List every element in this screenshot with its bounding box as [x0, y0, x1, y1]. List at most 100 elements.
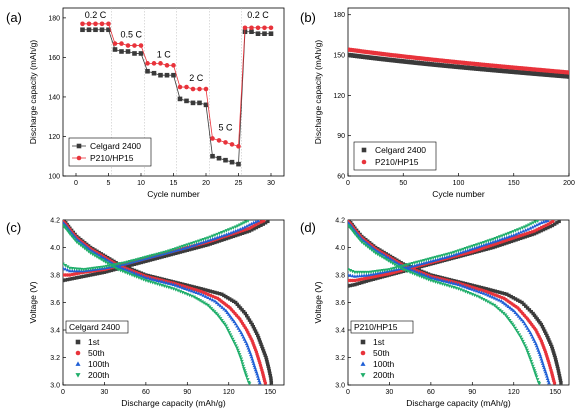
data-point — [231, 299, 236, 304]
data-point — [438, 254, 442, 259]
data-point — [417, 274, 422, 278]
data-point — [463, 281, 468, 286]
data-point — [210, 153, 215, 159]
data-point — [197, 100, 202, 106]
data-point — [519, 337, 524, 342]
data-point — [545, 374, 549, 378]
data-point — [226, 296, 230, 300]
data-point — [139, 277, 144, 281]
data-point — [503, 313, 508, 317]
data-point — [472, 244, 477, 248]
data-point — [242, 221, 246, 225]
data-point — [233, 229, 238, 233]
data-point — [242, 225, 247, 229]
data-point — [236, 228, 240, 232]
data-point — [268, 374, 273, 378]
data-point — [534, 375, 539, 379]
data-point — [408, 262, 413, 266]
data-point — [157, 255, 162, 260]
legend-title: Celgard 2400 — [69, 322, 120, 332]
series-200th — [348, 220, 542, 385]
data-point — [505, 292, 509, 296]
x-tick-label: 25 — [235, 180, 243, 187]
chart-panel-0: (a) 0 5 10 15 20 25 30 100 120 140 160 180 Cycle numb… — [6, 7, 285, 199]
y-tick-label: 3.8 — [335, 273, 345, 280]
data-point — [180, 285, 185, 290]
data-point — [229, 235, 233, 239]
data-point — [240, 359, 244, 364]
data-point — [551, 220, 555, 224]
data-point — [454, 250, 459, 254]
data-point — [504, 232, 509, 237]
data-point — [415, 260, 419, 265]
data-point — [350, 269, 355, 274]
data-point — [509, 231, 513, 235]
data-point — [228, 297, 232, 301]
data-point — [242, 367, 246, 371]
data-point — [566, 74, 569, 79]
data-point — [112, 47, 118, 52]
data-point — [392, 266, 396, 271]
legend-label: 1st — [88, 337, 100, 347]
data-point — [440, 254, 445, 258]
data-point — [542, 329, 547, 333]
data-point — [248, 352, 253, 357]
data-point — [422, 276, 426, 280]
data-point — [518, 227, 523, 231]
data-point — [251, 361, 256, 365]
data-point — [84, 267, 88, 272]
data-point — [532, 232, 537, 236]
data-point — [63, 267, 68, 271]
data-point — [214, 300, 219, 305]
data-point — [537, 221, 542, 226]
data-point — [511, 296, 516, 300]
data-point — [218, 303, 223, 308]
data-point — [229, 316, 234, 320]
data-point — [472, 284, 477, 288]
data-point — [267, 366, 271, 371]
data-point — [518, 316, 523, 320]
data-point — [210, 241, 215, 245]
data-point — [492, 303, 497, 308]
data-point — [199, 244, 203, 249]
data-point — [125, 49, 131, 54]
data-point — [255, 372, 259, 376]
data-point — [371, 270, 376, 274]
data-point — [82, 274, 86, 279]
data-point — [479, 290, 484, 295]
data-point — [544, 372, 549, 376]
data-point — [362, 280, 366, 284]
data-point — [261, 347, 265, 351]
data-point — [549, 342, 553, 346]
data-point — [489, 288, 493, 292]
data-point — [533, 220, 538, 224]
data-point — [357, 281, 362, 285]
data-point — [253, 329, 258, 333]
y-tick-label: 4.2 — [50, 218, 60, 225]
data-point — [385, 268, 390, 272]
data-point — [498, 308, 502, 313]
data-point — [375, 252, 380, 257]
data-point — [151, 257, 155, 262]
data-point — [254, 220, 258, 224]
data-point — [263, 353, 267, 357]
data-point — [222, 293, 226, 298]
data-point — [522, 342, 526, 346]
data-point — [520, 339, 525, 344]
data-point — [226, 231, 231, 236]
data-point — [523, 344, 527, 348]
data-point — [263, 221, 268, 225]
data-point — [452, 281, 456, 285]
data-point — [513, 229, 518, 233]
data-point — [164, 250, 169, 254]
data-point — [70, 276, 74, 281]
data-point — [486, 247, 491, 251]
data-point — [468, 291, 472, 296]
data-point — [181, 249, 185, 254]
data-point — [548, 224, 552, 229]
data-point — [419, 275, 424, 279]
data-point — [203, 294, 208, 298]
data-point — [233, 321, 238, 326]
data-point — [528, 330, 533, 335]
data-point — [477, 285, 481, 289]
